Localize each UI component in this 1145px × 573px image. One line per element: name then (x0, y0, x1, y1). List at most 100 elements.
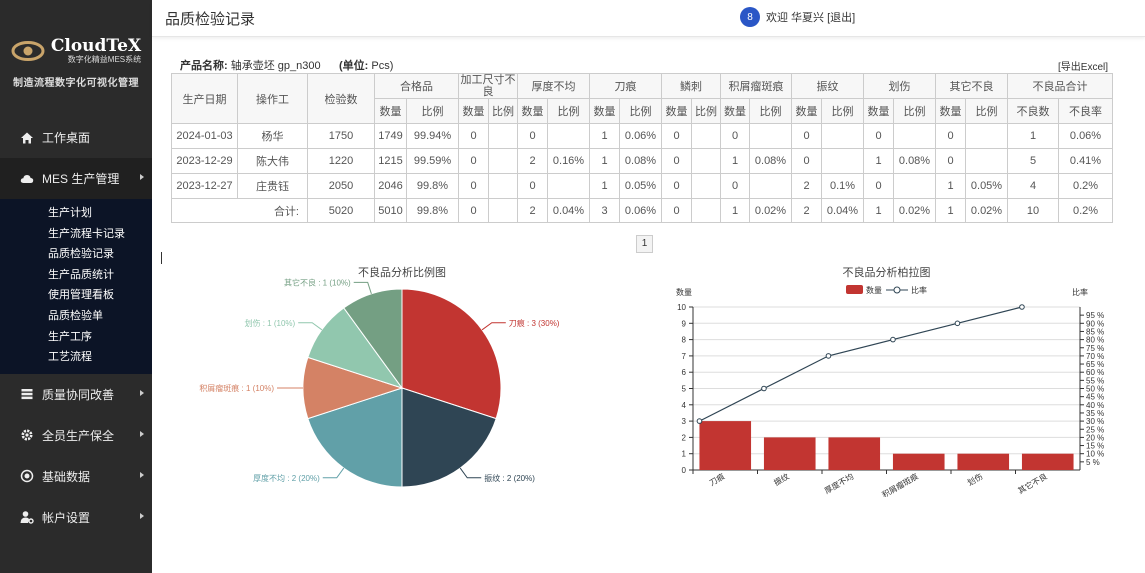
pie-slice-label: 划伤 : 1 (10%) (245, 318, 296, 328)
nav-quality-label: 质量协同改善 (42, 387, 115, 402)
nav-desktop[interactable]: 工作桌面 (0, 117, 152, 158)
table-cell: 陈大伟 (237, 148, 308, 174)
table-cell: 99.8% (406, 198, 459, 223)
bar (828, 437, 881, 470)
sub-header-qty: 数量 (589, 98, 620, 124)
table-cell: 1750 (307, 123, 375, 149)
table-row: 2023-12-29 陈大伟 1220 1215 99.59% 0 2 0.16% 1 0.08%… (171, 148, 1113, 174)
table-cell (965, 123, 1008, 149)
export-excel-link[interactable]: [导出Excel] (1058, 62, 1109, 73)
bar (892, 453, 945, 470)
total-label: 合计: (171, 198, 308, 223)
pie-slice-label: 积屑瘤斑痕 : 1 (10%) (199, 383, 274, 393)
sub-header-ratio: 比例 (749, 98, 792, 124)
line-point (954, 320, 961, 327)
chevron-right-icon (140, 389, 144, 396)
legend-bar-label: 数量 (866, 285, 882, 295)
table-cell: 0 (458, 173, 489, 199)
group-header-size-defect: 加工尺寸不良 (458, 73, 518, 99)
right-tick-label: 60 % (1086, 368, 1104, 377)
sub-header-qty: 数量 (374, 98, 407, 124)
unit-value: Pcs) (371, 60, 394, 72)
sub-header-ratio: 比例 (406, 98, 459, 124)
chevron-right-icon (140, 471, 144, 478)
brand-subtitle: 数字化精益MES系统 (67, 55, 142, 64)
sub-header-ratio: 比例 (893, 98, 936, 124)
left-tick-label: 2 (682, 433, 687, 442)
group-header-chatter: 振纹 (791, 73, 864, 99)
brand-name: CloudTeX (50, 36, 142, 56)
table-cell: 0 (661, 198, 692, 223)
right-tick-label: 15 % (1086, 442, 1104, 451)
sub-header-qty: 数量 (517, 98, 548, 124)
sub-item-inspection-sheet[interactable]: 品质检验单 (48, 309, 103, 322)
bar (763, 437, 816, 470)
left-axis-label: 数量 (676, 287, 692, 297)
x-tick-label: 刀痕 (707, 471, 726, 488)
table-cell: 1 (1007, 123, 1059, 149)
col-header-count: 检验数 (307, 73, 375, 124)
sub-header-qty: 数量 (791, 98, 822, 124)
table-cell: 1 (935, 198, 966, 223)
right-tick-label: 65 % (1086, 360, 1104, 369)
table-cell: 0 (935, 148, 966, 174)
left-tick-label: 6 (682, 368, 687, 377)
page-title: 品质检验记录 (165, 11, 256, 28)
gear-icon (21, 429, 33, 441)
sub-item-flow-card[interactable]: 生产流程卡记录 (48, 227, 125, 240)
sub-item-quality-stats[interactable]: 生产品质统计 (48, 268, 114, 281)
sub-item-craft-flow[interactable]: 工艺流程 (48, 351, 92, 364)
table-cell: 0.02% (893, 198, 936, 223)
text-cursor (161, 252, 162, 264)
col-header-date: 生产日期 (171, 73, 238, 124)
table-cell: 1749 (374, 123, 407, 149)
group-header-scratch: 划伤 (863, 73, 936, 99)
nav-mes[interactable]: MES 生产管理 (0, 158, 152, 199)
table-cell: 2 (517, 148, 548, 174)
sub-item-plan[interactable]: 生产计划 (48, 207, 92, 219)
table-cell (821, 148, 864, 174)
sub-item-process[interactable]: 生产工序 (48, 330, 92, 343)
welcome-text[interactable]: 欢迎 华夏兴 [退出] (766, 12, 856, 24)
sub-header-qty: 数量 (458, 98, 489, 124)
group-header-thickness: 厚度不均 (517, 73, 590, 99)
table-cell (749, 123, 792, 149)
pareto-title: 不良品分析柏拉图 (843, 265, 931, 279)
pie-label-line (353, 281, 372, 294)
nav-tpm[interactable]: 全员生产保全 (0, 415, 152, 456)
sub-header-qty: 数量 (720, 98, 750, 124)
sub-header-ratio: 比例 (965, 98, 1008, 124)
sub-item-dashboard[interactable]: 使用管理看板 (48, 289, 114, 302)
welcome-area[interactable]: 8 欢迎 华夏兴 [退出] (740, 7, 855, 27)
table-cell (488, 148, 518, 174)
table-cell: 0 (458, 198, 489, 223)
page-button-1[interactable]: 1 (636, 235, 653, 253)
sub-item-quality-record[interactable]: 品质检验记录 (48, 248, 114, 261)
table-cell (488, 198, 518, 223)
left-tick-label: 1 (682, 450, 687, 459)
sidebar: CloudTeX 数字化精益MES系统 制造流程数字化可视化管理 工作桌面 ME… (0, 0, 152, 573)
chevron-right-icon (140, 174, 144, 180)
table-cell: 0 (720, 123, 750, 149)
header: 品质检验记录 8 欢迎 华夏兴 [退出] (152, 0, 1145, 37)
group-header-defect-total: 不良品合计 (1007, 73, 1113, 99)
right-tick-label: 5 % (1086, 458, 1100, 467)
table-cell (691, 123, 721, 149)
nav-quality[interactable]: 质量协同改善 (0, 374, 152, 415)
pie-slice-label: 刀痕 : 3 (30%) (509, 318, 560, 328)
table-cell: 5010 (374, 198, 407, 223)
pie-slice-label: 振纹 : 2 (20%) (484, 473, 535, 483)
nav-account[interactable]: 帐户设置 (0, 497, 152, 538)
left-tick-label: 0 (682, 466, 687, 475)
nav-basic[interactable]: 基础数据 (0, 456, 152, 497)
product-info: 产品名称: 轴承壶坯 gp_n300 (单位: Pcs) (180, 57, 393, 73)
table-cell: 1215 (374, 148, 407, 174)
table-cell (893, 173, 936, 199)
right-tick-label: 30 % (1086, 417, 1104, 426)
pie-slice-label: 厚度不均 : 2 (20%) (253, 473, 320, 483)
x-tick-label: 厚度不均 (823, 471, 856, 496)
table-cell (691, 173, 721, 199)
logo: CloudTeX 数字化精益MES系统 制造流程数字化可视化管理 (0, 0, 152, 105)
left-tick-label: 3 (682, 417, 687, 426)
